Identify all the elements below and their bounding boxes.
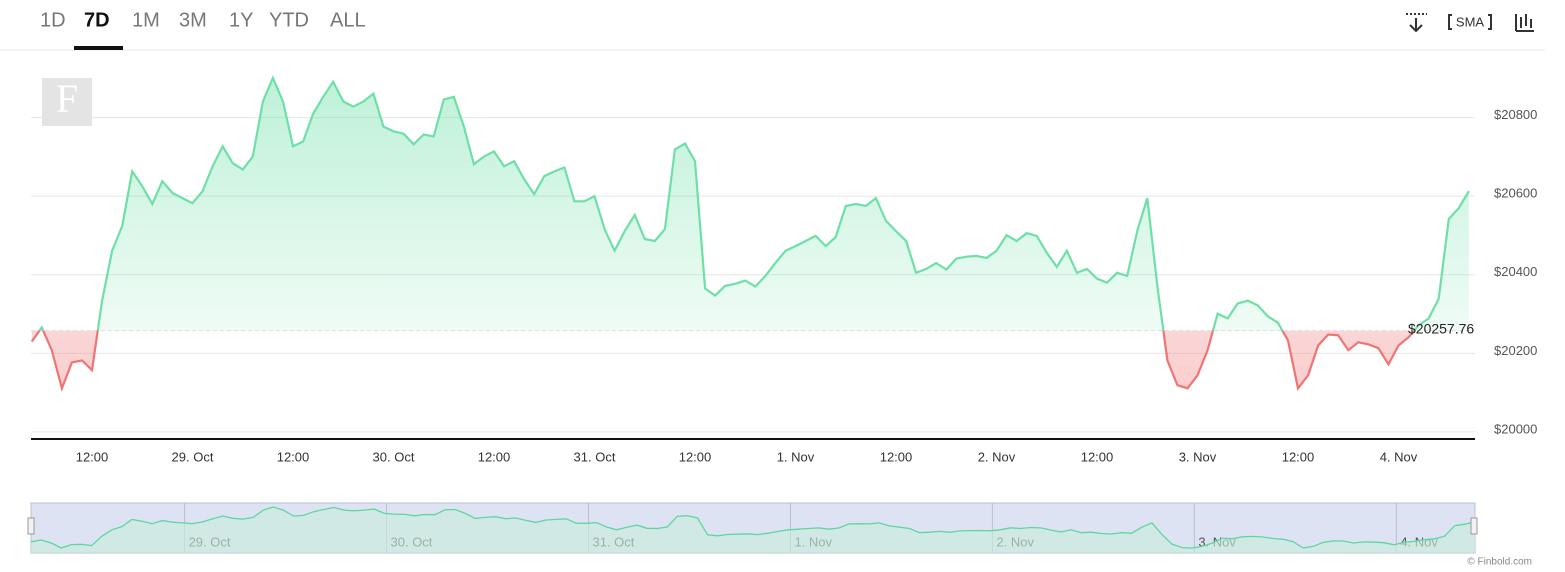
- range-tab[interactable]: 3M: [179, 9, 207, 31]
- x-tick-label: 31. Oct: [574, 449, 616, 464]
- navigator-area: [31, 507, 1475, 553]
- download-icon[interactable]: [1406, 13, 1427, 33]
- x-tick-label: 29. Oct: [172, 449, 214, 464]
- range-tab[interactable]: ALL: [330, 9, 366, 31]
- x-tick-label: 12:00: [1282, 449, 1315, 464]
- x-tick-label: 1. Nov: [777, 449, 815, 464]
- logo: F: [42, 76, 92, 126]
- reference-label: $20257.76: [1408, 320, 1474, 336]
- y-tick-label: $20200: [1494, 343, 1537, 358]
- range-tabs: 1D 7D 1M 3M 1Y YTD ALL: [40, 9, 366, 50]
- y-tick-label: $20000: [1494, 421, 1537, 436]
- navigator-handle[interactable]: [1470, 517, 1478, 535]
- range-tab[interactable]: 7D: [84, 9, 110, 31]
- y-tick-label: $20800: [1494, 107, 1537, 122]
- sma-label[interactable]: SMA: [1456, 14, 1485, 29]
- y-tick-label: $20600: [1494, 186, 1537, 201]
- plot-area: $20000 $20200 $20400 $20600 $20800 $20257.76 1…: [30, 75, 1537, 464]
- area-up: [39, 77, 1469, 331]
- x-tick-label: 12:00: [478, 449, 511, 464]
- y-tick-label: $20400: [1494, 264, 1537, 279]
- range-tab[interactable]: 1D: [40, 9, 66, 31]
- x-tick-label: 2. Nov: [978, 449, 1016, 464]
- navigator-line: [30, 506, 1476, 549]
- navigator-handle[interactable]: [27, 517, 35, 535]
- candle-icon[interactable]: [1515, 14, 1534, 32]
- logo-text: F: [56, 76, 78, 121]
- credit: © Finbold.com: [1467, 557, 1532, 568]
- x-tick-label: 12:00: [277, 449, 310, 464]
- x-tick-label: 12:00: [679, 449, 712, 464]
- x-tick-label: 12:00: [76, 449, 109, 464]
- range-tab[interactable]: 1M: [132, 9, 160, 31]
- x-tick-label: 30. Oct: [373, 449, 415, 464]
- x-tick-label: 3. Nov: [1179, 449, 1217, 464]
- sma-button[interactable]: SMA: [1448, 14, 1492, 30]
- active-tab-underline: [74, 46, 123, 50]
- range-tab[interactable]: YTD: [269, 9, 309, 31]
- price-line: [38, 75, 1470, 331]
- range-tab[interactable]: 1Y: [229, 9, 253, 31]
- x-tick-label: 12:00: [1081, 449, 1114, 464]
- x-tick-label: 4. Nov: [1380, 449, 1418, 464]
- x-tick-label: 12:00: [880, 449, 913, 464]
